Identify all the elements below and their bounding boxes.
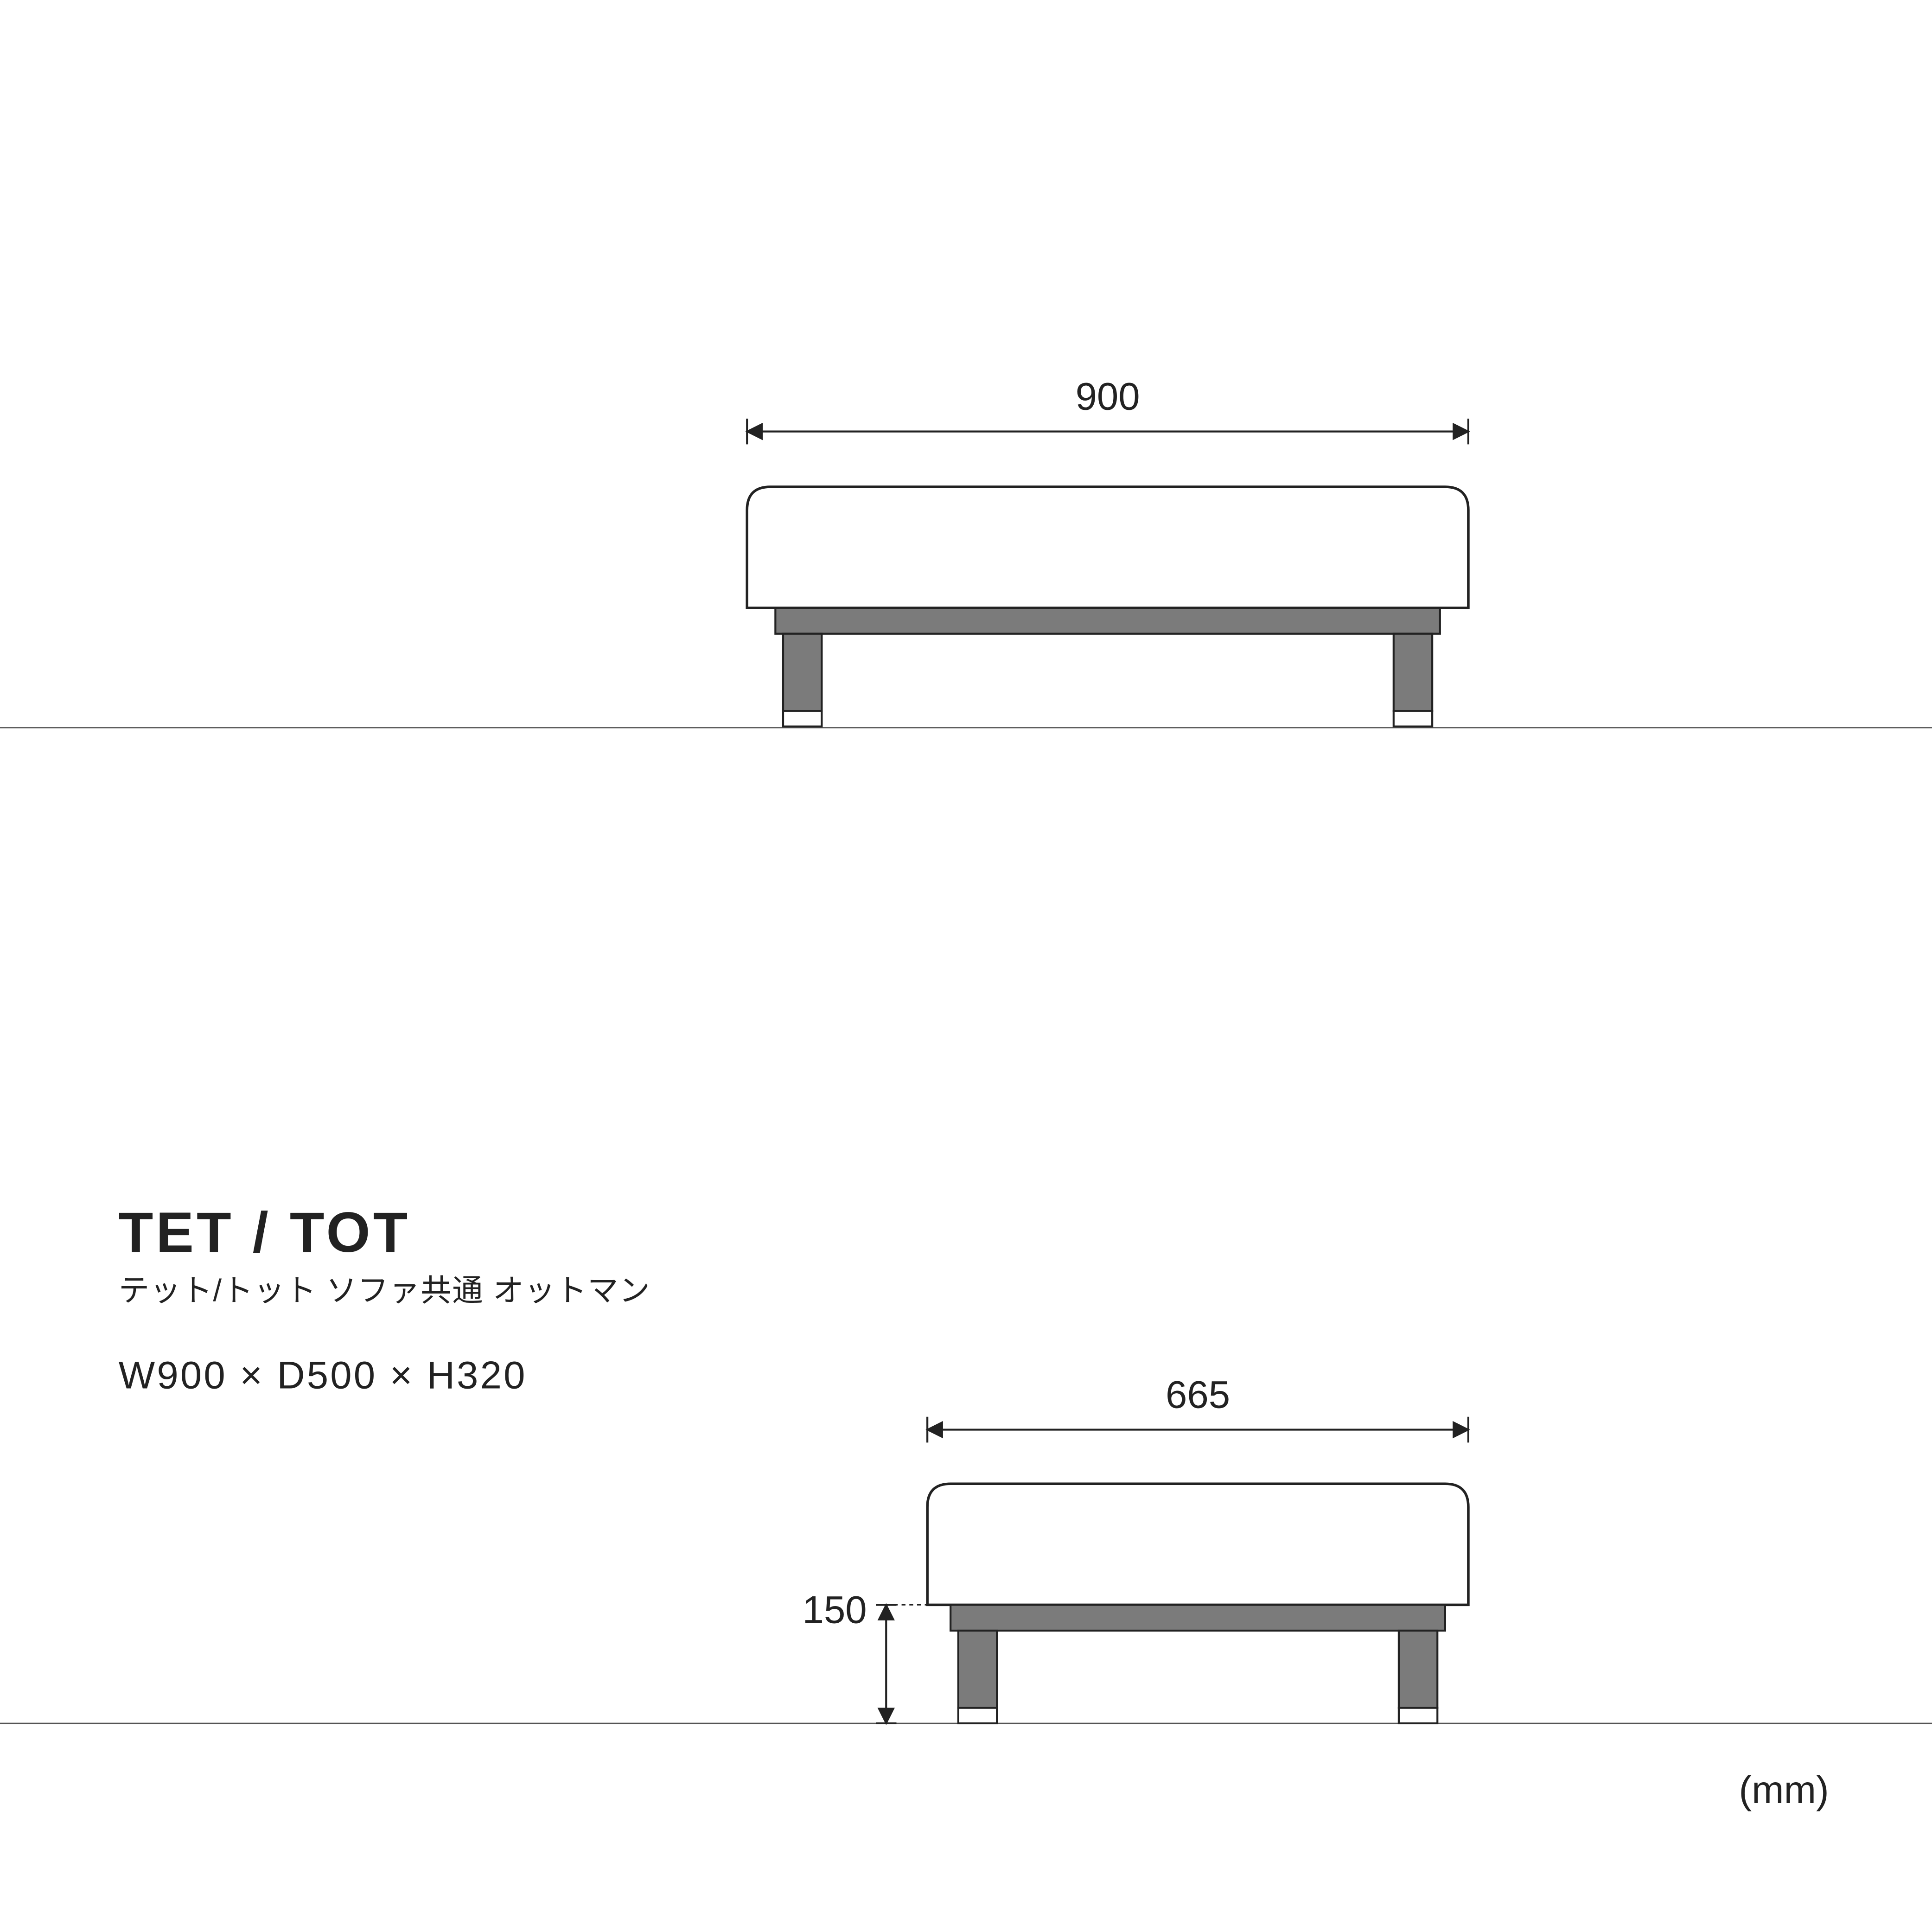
front-foot-left xyxy=(783,711,822,726)
front-leg-left xyxy=(783,634,822,711)
side-cushion xyxy=(927,1484,1468,1605)
front-leg-right xyxy=(1394,634,1432,711)
side-frame xyxy=(950,1605,1445,1631)
front-view: 900 xyxy=(747,375,1468,726)
side-leg-right xyxy=(1399,1631,1437,1708)
product-title: TET / TOT xyxy=(119,1200,411,1264)
side-leg-left xyxy=(958,1631,997,1708)
unit-label: (mm) xyxy=(1739,1768,1829,1811)
front-foot-right xyxy=(1394,711,1432,726)
product-dimensions: W900 × D500 × H320 xyxy=(119,1354,527,1397)
front-frame xyxy=(775,608,1440,634)
dim-side-width-label: 665 xyxy=(1166,1373,1230,1416)
diagram-canvas: 900 TET / TOT テット/トット ソファ共通 オットマン W900 ×… xyxy=(0,0,1932,1932)
side-view: 665 150 xyxy=(803,1373,1468,1723)
front-cushion xyxy=(747,487,1468,608)
technical-drawing-svg: 900 TET / TOT テット/トット ソファ共通 オットマン W900 ×… xyxy=(0,0,1932,1932)
side-foot-right xyxy=(1399,1708,1437,1723)
dim-front-width-label: 900 xyxy=(1076,375,1140,418)
side-foot-left xyxy=(958,1708,997,1723)
dim-side-height-label: 150 xyxy=(803,1588,867,1631)
product-subtitle: テット/トット ソファ共通 オットマン xyxy=(119,1274,650,1308)
